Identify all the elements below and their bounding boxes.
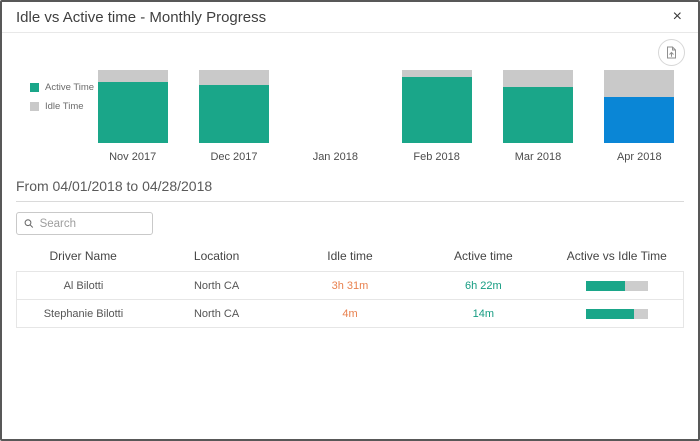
chart-legend: Active Time Idle Time — [2, 70, 94, 163]
close-button[interactable]: × — [671, 9, 684, 25]
x-axis-label: Nov 2017 — [109, 151, 157, 163]
section-divider — [16, 201, 684, 202]
x-axis-label: Jan 2018 — [312, 151, 358, 163]
cell-idle-time: 3h 31m — [331, 279, 369, 292]
stacked-bar[interactable] — [97, 70, 168, 143]
bar-feb-2018[interactable]: Feb 2018 — [386, 70, 487, 163]
cell-idle-time: 4m — [342, 307, 358, 320]
stacked-bar[interactable] — [198, 70, 269, 143]
bar-dec-2017[interactable]: Dec 2017 — [183, 70, 284, 163]
table-row[interactable]: Stephanie Bilotti North CA 4m 14m — [16, 299, 684, 328]
cell-location: North CA — [193, 307, 240, 320]
search-box[interactable] — [16, 212, 153, 235]
active-time-swatch — [30, 83, 39, 92]
cell-active-vs-idle — [550, 300, 683, 328]
export-chart-button[interactable] — [658, 39, 685, 66]
table-row[interactable]: Al Bilotti North CA 3h 31m 6h 22m — [16, 271, 684, 300]
x-axis-label: Apr 2018 — [616, 151, 662, 163]
bar-apr-2018-selected[interactable]: Apr 2018 — [589, 70, 690, 163]
col-header-idle-time: Idle time — [327, 249, 373, 263]
search-input[interactable] — [39, 217, 145, 230]
col-header-driver-name: Driver Name — [49, 249, 117, 263]
idle-vs-active-chart: Active Time Idle Time Nov 2017 Dec 2017 … — [2, 70, 698, 163]
legend-label: Idle Time — [45, 101, 84, 112]
bar-mar-2018[interactable]: Mar 2018 — [487, 70, 588, 163]
col-header-active-vs-idle: Active vs Idle Time — [566, 249, 667, 263]
active-vs-idle-bar — [585, 308, 648, 319]
idle-time-swatch — [30, 102, 39, 111]
dialog-header: Idle vs Active time - Monthly Progress × — [2, 2, 698, 33]
chart-plot-area: Nov 2017 Dec 2017 Jan 2018 Feb 2018 Mar … — [82, 70, 690, 163]
table-header-row: Driver Name Location Idle time Active ti… — [17, 240, 684, 272]
cell-driver-name: Al Bilotti — [63, 279, 104, 292]
active-vs-idle-bar — [585, 280, 648, 291]
bar-jan-2018[interactable]: Jan 2018 — [285, 70, 386, 163]
date-range-label: From 04/01/2018 to 04/28/2018 — [16, 178, 213, 194]
close-icon: × — [672, 8, 682, 25]
legend-item-idle[interactable]: Idle Time — [30, 101, 84, 112]
x-axis-label: Mar 2018 — [514, 151, 562, 163]
cell-driver-name: Stephanie Bilotti — [43, 307, 124, 320]
dialog-title: Idle vs Active time - Monthly Progress — [16, 8, 267, 26]
col-header-active-time: Active time — [454, 249, 513, 263]
stacked-bar[interactable] — [502, 70, 573, 143]
stacked-bar[interactable] — [604, 70, 675, 143]
legend-label: Active Time — [45, 82, 95, 93]
drivers-table: Driver Name Location Idle time Active ti… — [16, 240, 684, 328]
bar-nov-2017[interactable]: Nov 2017 — [82, 70, 183, 163]
x-axis-label: Dec 2017 — [210, 151, 258, 163]
x-axis-label: Feb 2018 — [413, 151, 460, 163]
search-icon — [24, 219, 34, 228]
legend-item-active[interactable]: Active Time — [30, 82, 94, 93]
cell-location: North CA — [193, 279, 240, 292]
stacked-bar[interactable] — [401, 70, 472, 143]
cell-active-time: 14m — [472, 307, 495, 320]
export-image-icon — [667, 46, 676, 59]
cell-active-vs-idle — [550, 272, 683, 300]
cell-active-time: 6h 22m — [465, 279, 502, 292]
col-header-location: Location — [193, 249, 240, 263]
